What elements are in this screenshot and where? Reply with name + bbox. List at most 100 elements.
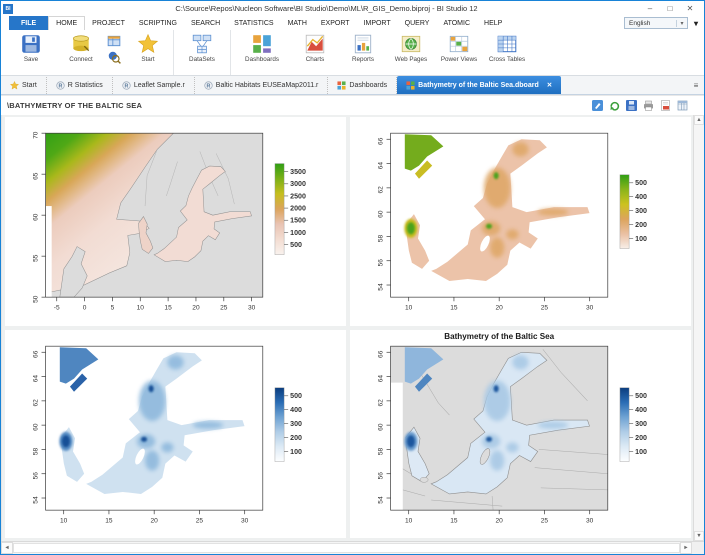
minimize-button[interactable]: – bbox=[647, 4, 653, 13]
connect-button[interactable]: Connect bbox=[55, 30, 107, 75]
menu-item-query[interactable]: QUERY bbox=[404, 19, 430, 27]
svg-text:54: 54 bbox=[32, 496, 39, 504]
svg-text:400: 400 bbox=[290, 406, 302, 414]
language-value: English bbox=[629, 19, 651, 27]
button-label: Connect bbox=[69, 56, 93, 63]
chart-panel-baltic-blue[interactable]: 10 15 20 25 30 54 56 58 60 62 64 66 500 400 300 200 100 bbox=[5, 329, 346, 538]
web-pages-button[interactable]: Web Pages bbox=[387, 30, 435, 75]
menu-item-math[interactable]: MATH bbox=[287, 19, 307, 27]
svg-text:60: 60 bbox=[377, 210, 384, 218]
datasets-button[interactable]: DataSets bbox=[176, 30, 228, 75]
refresh-button[interactable] bbox=[608, 100, 620, 112]
tab-leaflet-sample[interactable]: R Leaflet Sample.r bbox=[113, 77, 195, 94]
scroll-left-icon[interactable]: ◄ bbox=[1, 542, 13, 554]
ribbon-collapse-button[interactable]: ▾ bbox=[693, 18, 698, 28]
ribbon-toolbar: Save Connect bbox=[1, 30, 704, 76]
chart-panel-baltic-terrain[interactable]: 10 15 20 25 30 54 56 58 60 62 64 66 500 400 300 200 100 bbox=[350, 117, 691, 326]
tab-label: Leaflet Sample.r bbox=[133, 82, 185, 89]
svg-text:65: 65 bbox=[32, 172, 39, 180]
small-table-button[interactable] bbox=[107, 34, 121, 47]
titlebar: BI C:\Source\Repos\Nucleon Software\BI S… bbox=[1, 1, 704, 16]
map-northsea-terrain: -5 0 5 10 15 20 25 30 50 55 60 65 70 3500 3000 2500 2000… bbox=[32, 131, 306, 311]
tab-close-icon[interactable]: ✕ bbox=[546, 82, 553, 89]
power-view-icon bbox=[449, 35, 469, 53]
edit-button[interactable] bbox=[591, 100, 603, 112]
start-button[interactable]: Start bbox=[125, 30, 171, 75]
svg-text:30: 30 bbox=[241, 517, 249, 524]
scroll-right-icon[interactable]: ► bbox=[680, 542, 692, 554]
star-icon bbox=[137, 33, 159, 53]
menu-item-file[interactable]: FILE bbox=[9, 16, 49, 30]
svg-text:62: 62 bbox=[32, 398, 39, 406]
svg-text:15: 15 bbox=[105, 517, 113, 524]
svg-text:2500: 2500 bbox=[290, 192, 306, 200]
menu-item-home[interactable]: HOME bbox=[48, 16, 86, 30]
tab-overflow-button[interactable]: ≡ bbox=[693, 81, 699, 90]
scrollbar-track[interactable] bbox=[13, 543, 680, 553]
svg-text:60: 60 bbox=[32, 423, 39, 431]
scroll-down-icon[interactable]: ▼ bbox=[694, 531, 704, 541]
svg-text:5: 5 bbox=[111, 304, 115, 311]
menu-item-import[interactable]: IMPORT bbox=[363, 19, 391, 27]
export-button[interactable] bbox=[659, 100, 671, 112]
menu-item-export[interactable]: EXPORT bbox=[320, 19, 350, 27]
chart-panel-baltic-basemap[interactable]: 10 15 20 25 30 54 56 58 60 62 64 66 Bathymetry of th… bbox=[350, 329, 691, 538]
menu-item-project[interactable]: PROJECT bbox=[92, 19, 125, 27]
svg-text:R: R bbox=[124, 84, 128, 90]
tab-label: Baltic Habitats EUSEaMap2011.r bbox=[215, 82, 319, 89]
svg-text:100: 100 bbox=[290, 447, 302, 455]
charts-button[interactable]: Charts bbox=[291, 30, 339, 75]
tab-start[interactable]: Start bbox=[1, 77, 47, 94]
svg-text:54: 54 bbox=[377, 496, 384, 504]
save-view-button[interactable] bbox=[625, 100, 637, 112]
svg-text:66: 66 bbox=[377, 350, 384, 358]
svg-text:70: 70 bbox=[32, 131, 39, 139]
small-search-db-button[interactable] bbox=[107, 50, 121, 64]
save-icon bbox=[22, 35, 40, 53]
svg-text:25: 25 bbox=[196, 517, 204, 524]
maximize-button[interactable]: □ bbox=[667, 4, 673, 13]
app-icon: BI bbox=[3, 3, 13, 14]
dashboards-button[interactable]: Dashboards bbox=[233, 30, 291, 75]
print-button[interactable] bbox=[642, 100, 654, 112]
cross-tables-button[interactable]: Cross Tables bbox=[483, 30, 531, 75]
grid-view-button[interactable] bbox=[676, 100, 688, 112]
tab-baltic-habitats[interactable]: R Baltic Habitats EUSEaMap2011.r bbox=[195, 77, 329, 94]
vertical-scrollbar[interactable]: ▲ ▼ bbox=[693, 115, 704, 541]
button-label: Cross Tables bbox=[488, 56, 526, 63]
menu-item-statistics[interactable]: STATISTICS bbox=[234, 19, 274, 27]
close-button[interactable]: ✕ bbox=[686, 4, 694, 13]
svg-text:60: 60 bbox=[377, 423, 384, 431]
reports-button[interactable]: Reports bbox=[339, 30, 387, 75]
db-search-icon bbox=[108, 51, 121, 64]
svg-text:3000: 3000 bbox=[290, 180, 306, 188]
menu-item-scripting[interactable]: SCRIPTING bbox=[138, 19, 177, 27]
svg-text:20: 20 bbox=[496, 304, 504, 311]
svg-text:20: 20 bbox=[192, 304, 200, 311]
tab-dashboards[interactable]: Dashboards bbox=[328, 77, 398, 94]
mini-table-icon bbox=[107, 35, 121, 46]
svg-text:15: 15 bbox=[450, 304, 458, 311]
svg-text:0: 0 bbox=[83, 304, 87, 311]
save-button[interactable]: Save bbox=[7, 30, 55, 75]
tab-r-statistics[interactable]: R R Statistics bbox=[47, 77, 113, 94]
menu-item-search[interactable]: SEARCH bbox=[190, 19, 221, 27]
scroll-up-icon[interactable]: ▲ bbox=[694, 115, 704, 125]
web-page-icon bbox=[401, 35, 421, 53]
svg-text:25: 25 bbox=[220, 304, 228, 311]
horizontal-scrollbar[interactable]: ◄ ► bbox=[1, 541, 704, 554]
svg-text:15: 15 bbox=[164, 304, 172, 311]
button-label: Power Views bbox=[440, 56, 478, 63]
database-icon bbox=[72, 35, 90, 52]
menu-item-atomic[interactable]: ATOMIC bbox=[443, 19, 471, 27]
dashboard-tiles-icon bbox=[337, 81, 346, 90]
svg-text:62: 62 bbox=[377, 186, 384, 194]
svg-text:30: 30 bbox=[586, 304, 594, 311]
tab-bathymetry-active[interactable]: Bathymetry of the Baltic Sea.dboard ✕ bbox=[397, 76, 562, 94]
star-icon bbox=[10, 81, 19, 90]
svg-text:300: 300 bbox=[635, 420, 647, 428]
chart-panel-northsea-terrain[interactable]: -5 0 5 10 15 20 25 30 50 55 60 65 70 3500 3000 2500 2000… bbox=[5, 117, 346, 326]
power-views-button[interactable]: Power Views bbox=[435, 30, 483, 75]
menu-item-help[interactable]: HELP bbox=[484, 19, 503, 27]
language-select[interactable]: English ▾ bbox=[624, 17, 688, 29]
